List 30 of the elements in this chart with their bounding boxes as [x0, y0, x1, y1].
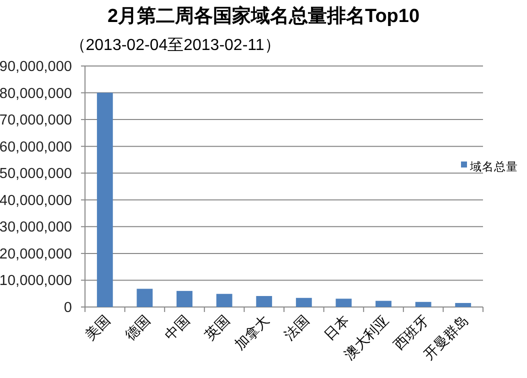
bar [336, 298, 352, 307]
y-tick-label: 10,000,000 [0, 273, 72, 290]
x-tick-label: 法国 [282, 312, 313, 344]
bar [296, 298, 312, 307]
bar [455, 302, 472, 307]
bar [136, 288, 153, 307]
x-tick-label: 中国 [162, 312, 194, 344]
x-tick-label: 英国 [202, 312, 234, 344]
x-tick-label: 日本 [321, 312, 353, 344]
x-tick-label: 德国 [122, 312, 154, 344]
bar [216, 294, 232, 307]
y-tick-label: 80,000,000 [0, 86, 72, 102]
legend-label: 域名总量 [469, 160, 518, 174]
y-tick-label: 40,000,000 [0, 192, 72, 209]
y-tick-label: 60,000,000 [0, 139, 72, 156]
y-tick-label: 70,000,000 [0, 112, 72, 129]
y-tick-label: 0 [64, 300, 72, 316]
chart-title: 2月第二周各国家域名总量排名Top10 [107, 5, 420, 27]
x-tick-label: 美国 [82, 312, 114, 344]
bar [96, 92, 113, 307]
bar [176, 290, 192, 307]
x-tick-label: 加拿大 [232, 312, 273, 354]
y-tick-label: 50,000,000 [0, 166, 72, 182]
bar [415, 302, 432, 307]
y-tick-label: 20,000,000 [0, 246, 72, 262]
bar [256, 296, 272, 307]
y-tick-label: 90,000,000 [0, 59, 72, 75]
bar [376, 300, 392, 307]
chart-subtitle: （2013-02-04至2013-02-11） [70, 37, 280, 54]
y-tick-label: 30,000,000 [0, 220, 72, 236]
